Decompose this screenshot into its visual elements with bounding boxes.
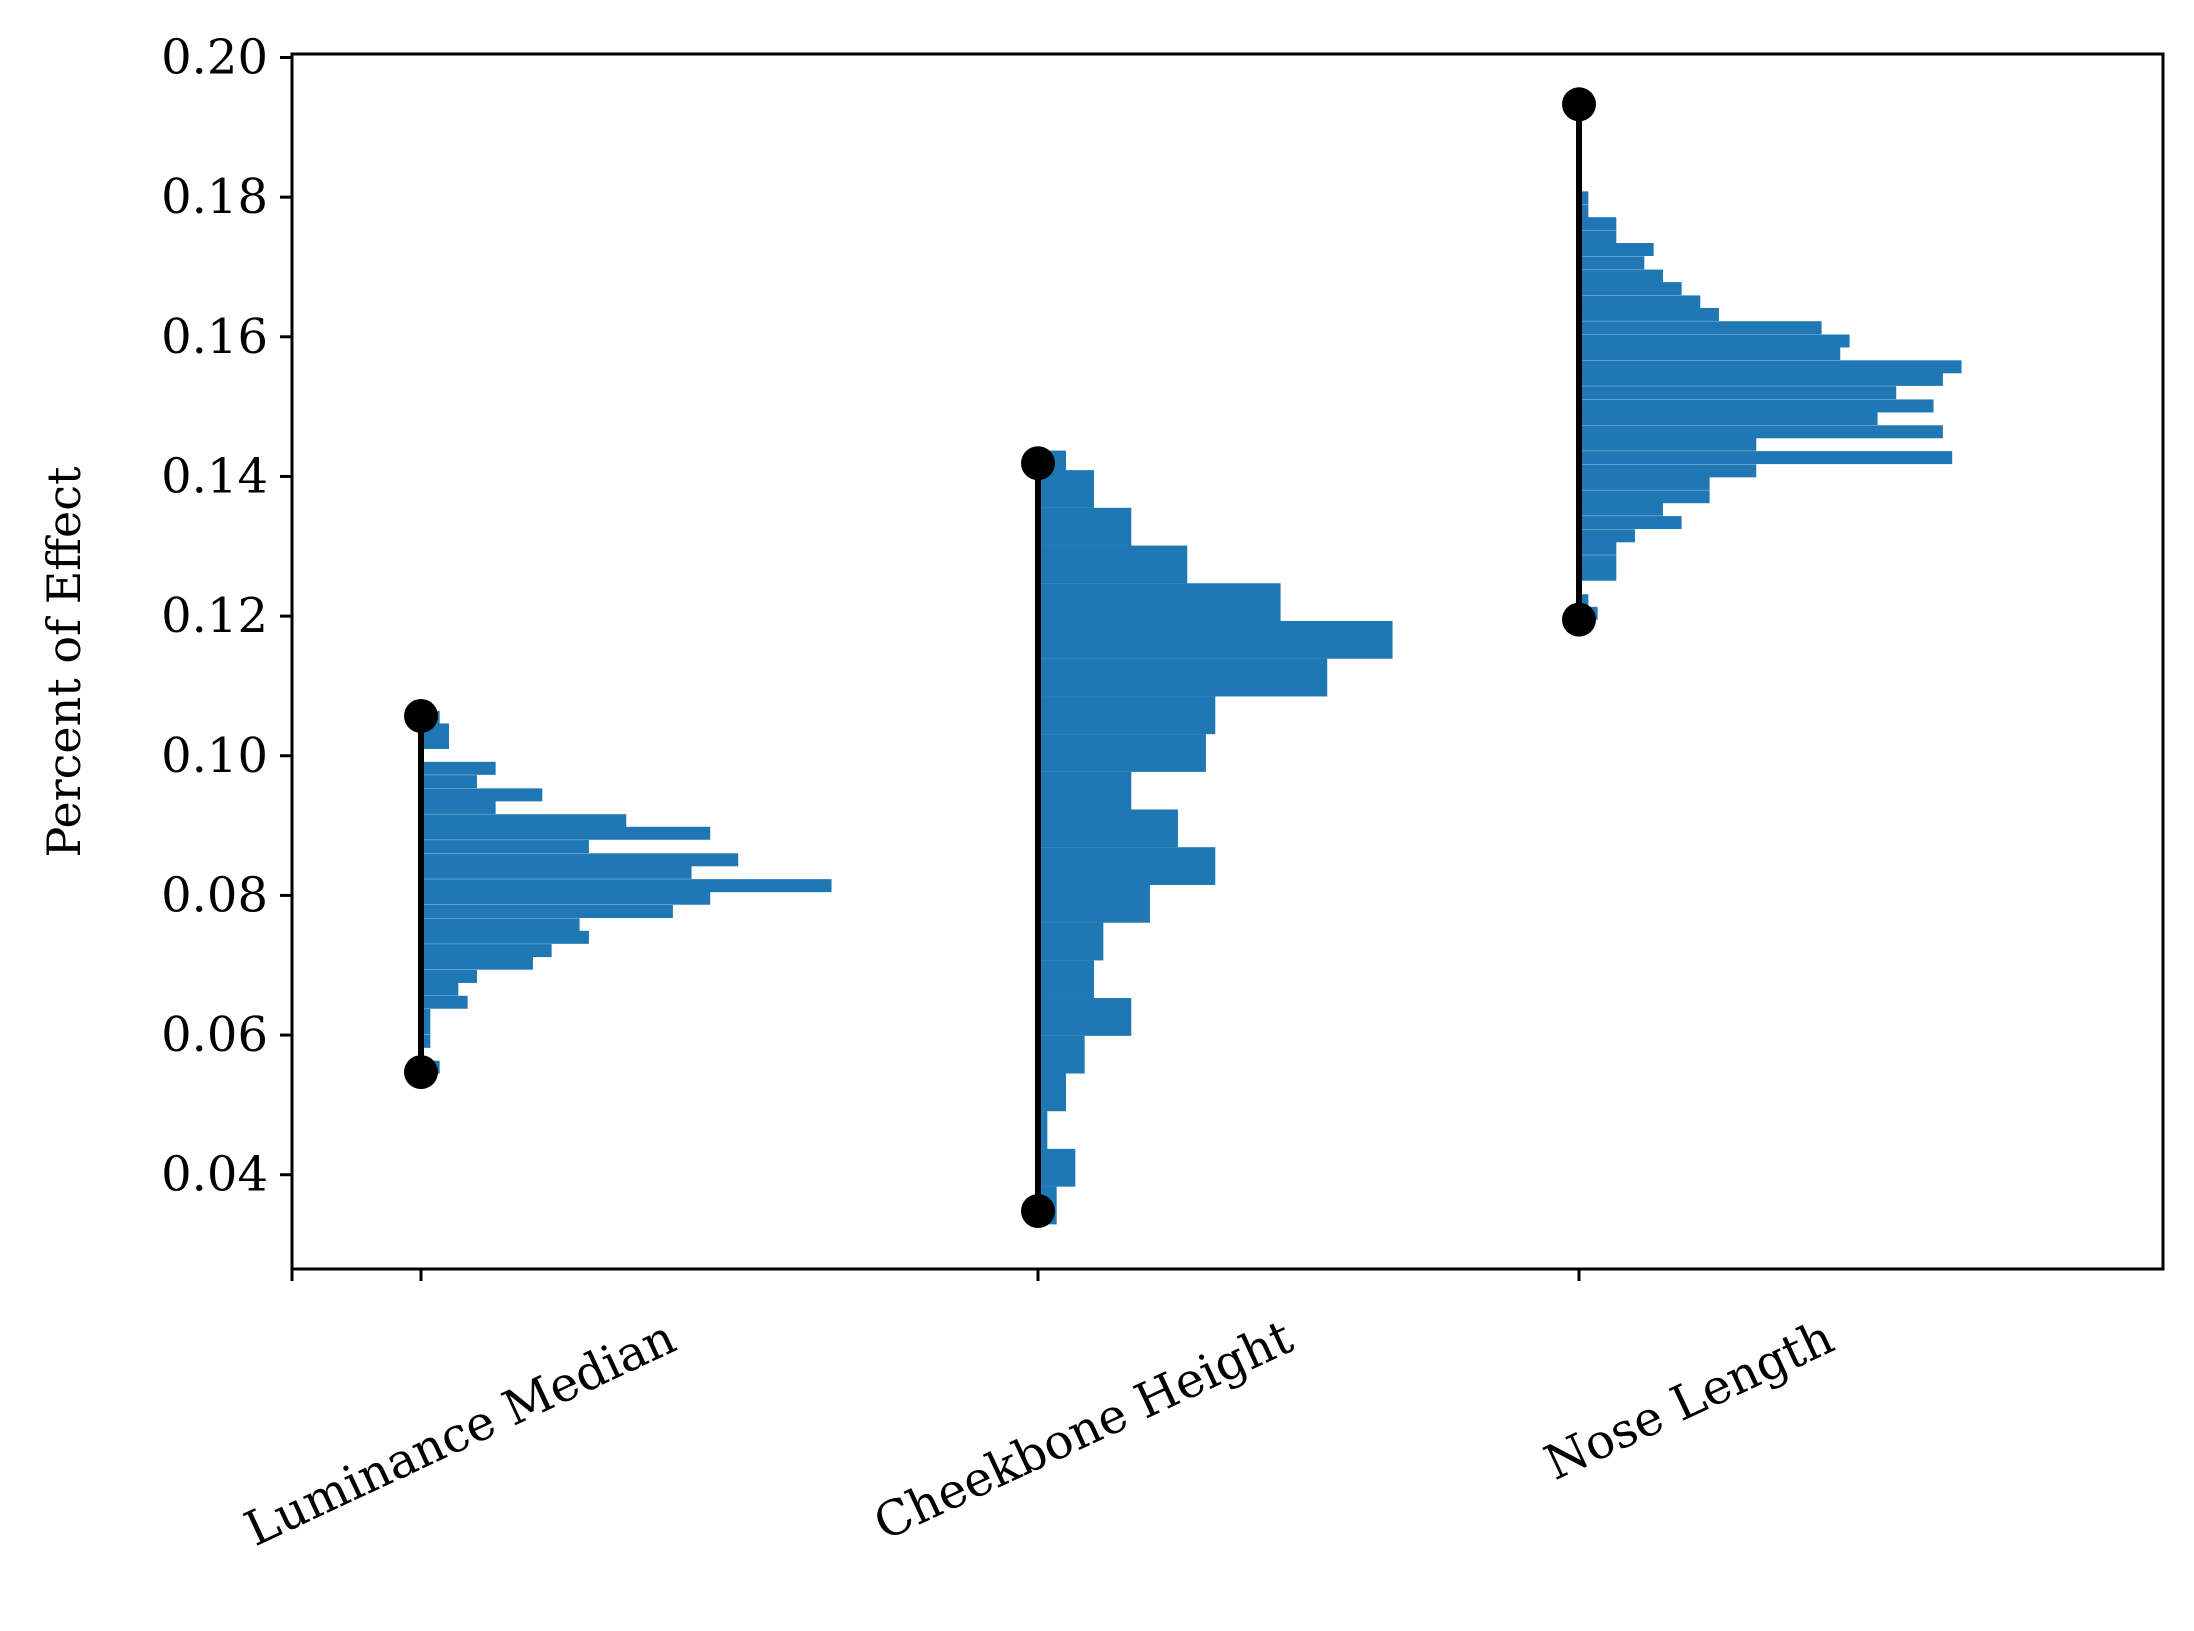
interval-high-marker [404,698,438,733]
histogram-bar [1579,594,1589,608]
histogram-bar [1038,960,1094,999]
histogram-bar [1579,399,1934,413]
histogram-bar [421,918,580,932]
histogram-bar [421,775,477,789]
interval-low-marker [1021,1194,1055,1229]
histogram-bar [1579,476,1710,490]
histogram-bar [1038,507,1132,546]
histogram-bar [1038,922,1104,961]
histogram-bar [1038,545,1188,584]
histogram-bar [1038,583,1281,622]
x-tick-label: Luminance Median [236,1309,684,1557]
histogram-bar [421,1009,431,1023]
histogram-bar [1579,217,1617,231]
histogram-bar [1579,360,1962,374]
histogram-bar [1579,256,1645,270]
histogram-bar [1038,734,1206,772]
histogram-bar [1038,809,1178,848]
histogram-bar [421,930,589,944]
histogram-bar [1579,334,1850,348]
histogram-bar [1038,771,1132,810]
y-axis-title: Percent of Effect [37,466,91,857]
histogram-bar [1579,412,1878,425]
interval-high-marker [1021,446,1055,481]
interval-low-marker [404,1055,438,1090]
histogram-bar [1579,451,1953,465]
histogram-bar [1579,541,1617,555]
y-tick-label: 0.12 [161,588,268,644]
histogram-bar [1038,1111,1048,1149]
histogram-bar [1579,516,1682,530]
histogram-bar [1038,658,1328,697]
histogram-bar [1579,555,1617,569]
histogram-bar [1038,1073,1066,1112]
histogram-bar [421,814,627,828]
histogram-bar [421,761,496,775]
histogram-bar [1038,1148,1076,1187]
histogram-bar [421,1021,431,1035]
x-tick-label: Nose Length [1536,1309,1842,1491]
histogram-bar [421,865,692,879]
y-tick-label: 0.16 [161,309,268,365]
histogram-bar [1579,464,1757,478]
histogram-bar [421,788,543,802]
histogram-bar [1579,295,1701,309]
y-tick-label: 0.14 [161,448,268,504]
histogram-bar [1579,307,1719,321]
histogram-bar [421,840,589,854]
interval-high-marker [1562,87,1596,122]
histogram-bar [1579,321,1822,335]
y-tick-label: 0.10 [161,728,268,784]
histogram-bar [1038,884,1150,923]
y-axis-ticks: 0.04 0.06 0.08 0.10 0.12 0.14 0.16 0.18 0.20 [161,29,292,1203]
interval-markers [404,87,1596,1229]
histogram-bar [1579,425,1943,439]
histogram-bar [1038,998,1132,1036]
y-tick-label: 0.08 [161,867,268,923]
plot-frame [290,52,2165,1271]
histogram-bar [1038,1035,1085,1074]
histogram-bar [1579,567,1617,581]
y-tick-label: 0.18 [161,169,268,225]
histogram-bar [1038,696,1216,735]
interval-low-marker [1562,602,1596,637]
x-axis-ticks: Luminance Median Cheekbone Height Nose Len… [236,1269,1842,1558]
histogram-bar [1579,502,1663,516]
histogram-bar [1579,204,1589,218]
histogram-bar [421,969,477,983]
histogram-bar [1038,847,1216,885]
histogram-bar [421,800,496,814]
histogram-bar [1579,437,1757,451]
histogram-bar [421,956,533,970]
histogram-bar [1038,620,1393,659]
y-tick-label: 0.20 [161,29,268,85]
histogram-bar [421,853,739,867]
histogram-bar [1579,230,1617,244]
histogram-bar [1579,191,1589,205]
histogram-bar [1579,372,1943,386]
x-tick-label: Cheekbone Height [866,1309,1301,1552]
histogram-bar [421,904,673,918]
histogram-bars [421,191,1962,1225]
histogram-bar [1579,269,1663,283]
histogram-bar [1579,243,1654,257]
histogram-bar [1579,347,1841,361]
histogram-bar [421,736,449,749]
histogram-bar [421,995,468,1009]
histogram-bar [1579,490,1710,504]
histogram-bar [1579,386,1897,400]
histogram-bar [421,944,552,958]
histogram-bar [1579,282,1682,296]
histogram-bar [421,982,459,996]
histogram-bar [421,891,711,905]
histogram-bar [421,1034,431,1048]
histogram-bar [421,879,832,893]
y-tick-label: 0.04 [161,1147,268,1203]
histogram-bar [421,826,711,840]
histogram-bar [1579,529,1635,543]
y-tick-label: 0.06 [161,1007,268,1063]
